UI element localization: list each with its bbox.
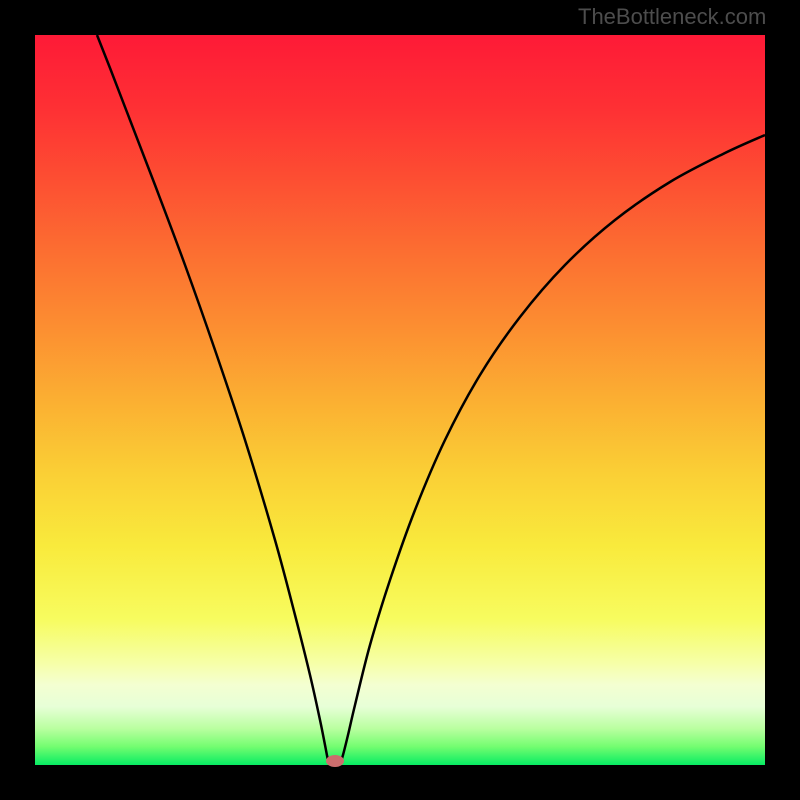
watermark-text: TheBottleneck.com — [578, 4, 766, 30]
bottleneck-chart — [0, 0, 800, 800]
plot-gradient-background — [35, 35, 765, 765]
optimal-point-marker — [326, 755, 344, 767]
